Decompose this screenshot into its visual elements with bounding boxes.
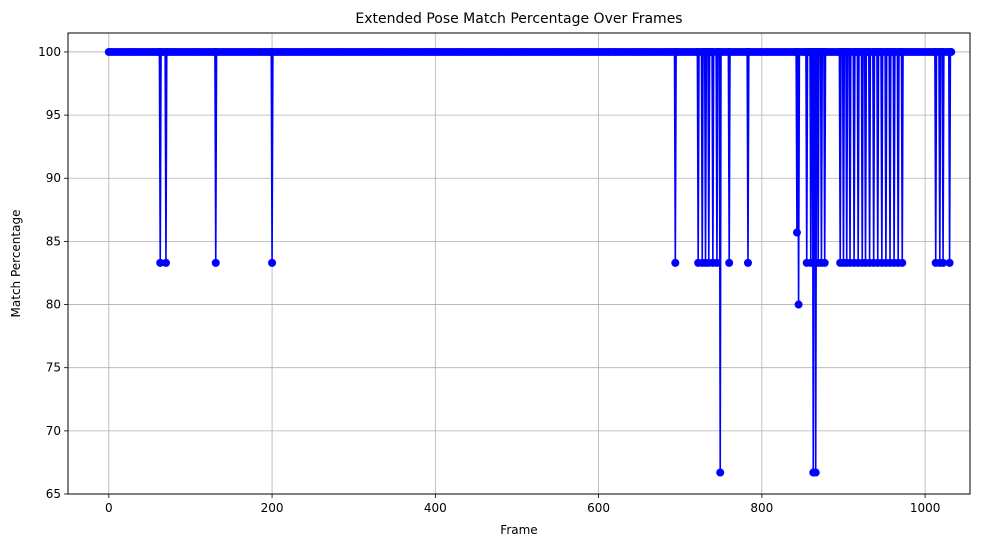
y-tick-label: 90 [46,171,61,185]
data-point [712,258,721,267]
plot-frame [67,32,971,495]
data-point [811,468,820,477]
data-point [671,258,680,267]
data-point [716,468,725,477]
data-point [947,47,956,56]
grid [68,33,970,495]
data-point [161,258,170,267]
x-tick-label: 0 [105,501,113,515]
y-tick-label: 65 [46,487,61,501]
data-point [820,258,829,267]
data-point [725,258,734,267]
x-tick-label: 1000 [910,501,941,515]
data-point [268,258,277,267]
data-point [806,258,815,267]
data-point [945,258,954,267]
data-point [792,228,801,237]
x-tick-label: 400 [424,501,447,515]
x-axis-label: Frame [500,523,537,537]
data-point [898,258,907,267]
x-tick-label: 600 [587,501,610,515]
y-tick-label: 80 [46,298,61,312]
y-tick-label: 100 [38,45,61,59]
x-axis-ticks: 0 200 400 600 800 1000 [105,494,940,515]
y-axis-ticks: 65 70 75 80 85 90 95 100 [38,45,68,501]
data-point [743,258,752,267]
data-point [211,258,220,267]
x-tick-label: 800 [750,501,773,515]
y-tick-label: 95 [46,108,61,122]
data-point [156,258,165,267]
series-layer [104,47,956,477]
y-tick-label: 70 [46,424,61,438]
y-tick-label: 75 [46,361,61,375]
data-point [939,258,948,267]
y-axis-label: Match Percentage [9,210,23,318]
y-tick-label: 85 [46,234,61,248]
chart-title: Extended Pose Match Percentage Over Fram… [355,11,682,27]
data-point [794,300,803,309]
x-tick-label: 200 [261,501,284,515]
